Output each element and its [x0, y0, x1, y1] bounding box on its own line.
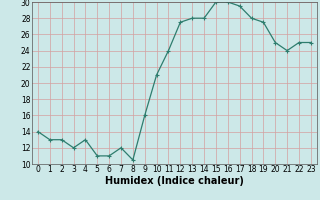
X-axis label: Humidex (Indice chaleur): Humidex (Indice chaleur) — [105, 176, 244, 186]
